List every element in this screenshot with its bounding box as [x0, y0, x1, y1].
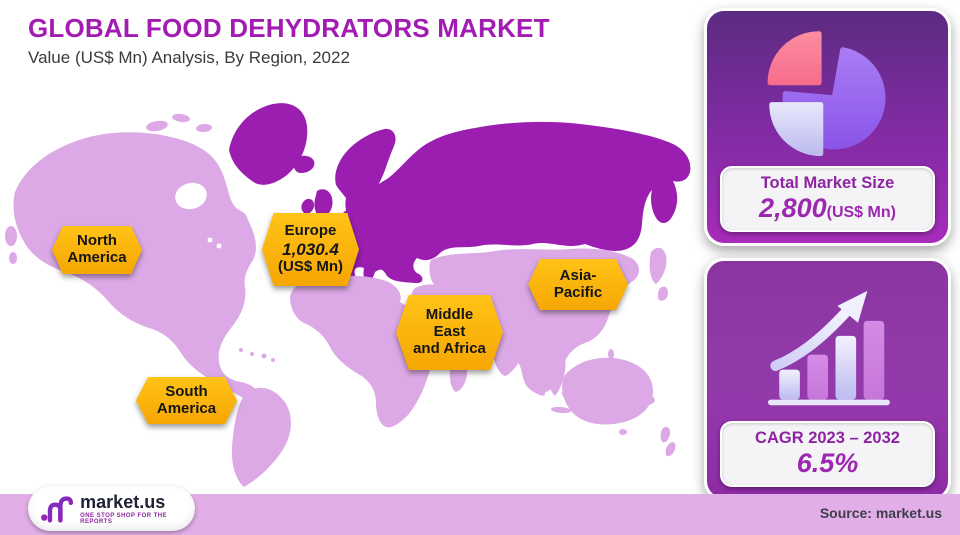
map-island-sumatra [524, 380, 546, 396]
growth-arrow-head [836, 290, 867, 323]
map-region-south-america [231, 387, 291, 487]
region-label-middle-east-africa: Middle East and Africa [396, 295, 503, 370]
map-region-australia [562, 357, 653, 425]
marketus-logo: market.us ONE STOP SHOP FOR THE REPORTS [28, 486, 195, 531]
bar-4 [863, 320, 884, 400]
total-market-size-unit: (US$ Mn) [826, 203, 896, 221]
map-island [172, 113, 190, 123]
region-label-text: South America [156, 382, 217, 417]
map-great-lakes [207, 237, 213, 243]
logo-dot [41, 513, 48, 521]
region-label-asia-pacific: Asia- Pacific [528, 259, 628, 310]
map-island-caribbean [239, 348, 243, 352]
map-region-india [489, 302, 533, 376]
map-region-ireland [301, 198, 314, 214]
map-great-lakes [216, 243, 222, 249]
growth-chart-icon [767, 290, 890, 406]
source-credit: Source: market.us [819, 505, 942, 521]
growth-arrow-shaft [769, 308, 850, 371]
map-hudson-bay [175, 182, 207, 210]
map-region-new-zealand-south [665, 442, 676, 457]
region-label-text: Asia- Pacific [553, 266, 603, 301]
pie-slice-lavender [769, 102, 824, 157]
map-island [9, 252, 17, 264]
map-region-japan-south [657, 286, 668, 301]
map-island-philippines [608, 349, 614, 359]
pie-slice-pink [767, 31, 822, 86]
region-label-south-america: South America [136, 377, 237, 424]
region-label-text: Middle East and Africa [413, 306, 486, 357]
marketus-logo-icon [41, 495, 74, 523]
map-island [146, 120, 168, 132]
cagr-label: CAGR 2023 – 2032 [755, 428, 900, 447]
region-label-europe: Europe 1,030.4 (US$ Mn) [262, 213, 359, 286]
map-region-scandinavia [335, 128, 396, 219]
region-label-north-america: North America [52, 226, 142, 274]
map-island [196, 123, 212, 133]
map-island-java [551, 406, 571, 414]
bar-2 [806, 354, 828, 400]
total-market-size-label: Total Market Size [760, 173, 895, 192]
map-region-iceland [293, 155, 315, 173]
map-island-caribbean [261, 353, 267, 359]
region-unit: (US$ Mn) [278, 258, 343, 276]
bar-1 [778, 369, 800, 400]
map-region-greenland [229, 103, 308, 185]
logo-tagline: ONE STOP SHOP FOR THE REPORTS [80, 512, 167, 525]
pie-chart-icon [767, 31, 886, 157]
total-market-size-box: Total Market Size 2,800 (US$ Mn) [720, 166, 935, 232]
map-island [161, 137, 175, 143]
logo-arch-2 [58, 495, 74, 523]
page-subtitle: Value (US$ Mn) Analysis, By Region, 2022 [28, 48, 350, 67]
map-region-japan [649, 247, 667, 284]
map-region-southeast-asia [545, 340, 566, 396]
cagr-card: CAGR 2023 – 2032 6.5% [704, 258, 951, 501]
map-island-caribbean [250, 352, 254, 356]
map-region-europe-russia [299, 121, 691, 288]
baseline [767, 399, 890, 406]
cagr-value: 6.5% [796, 447, 859, 478]
map-region-uk [314, 189, 333, 217]
total-market-size-value: 2,800 [759, 192, 827, 223]
map-island-caribbean [271, 358, 275, 362]
region-label-text: Europe [284, 222, 337, 240]
cagr-box: CAGR 2023 – 2032 6.5% [720, 421, 935, 487]
bar-3 [835, 335, 856, 400]
region-label-text: North America [67, 232, 127, 266]
page-title: GLOBAL FOOD DEHYDRATORS MARKET [28, 13, 550, 43]
region-value: 1,030.4 [282, 239, 339, 259]
map-island [5, 226, 17, 246]
total-market-size-card: Total Market Size 2,800 (US$ Mn) [704, 8, 951, 246]
logo-wordmark: market.us [80, 491, 166, 512]
map-island-tasmania [619, 429, 627, 435]
map-region-new-zealand [660, 426, 671, 443]
